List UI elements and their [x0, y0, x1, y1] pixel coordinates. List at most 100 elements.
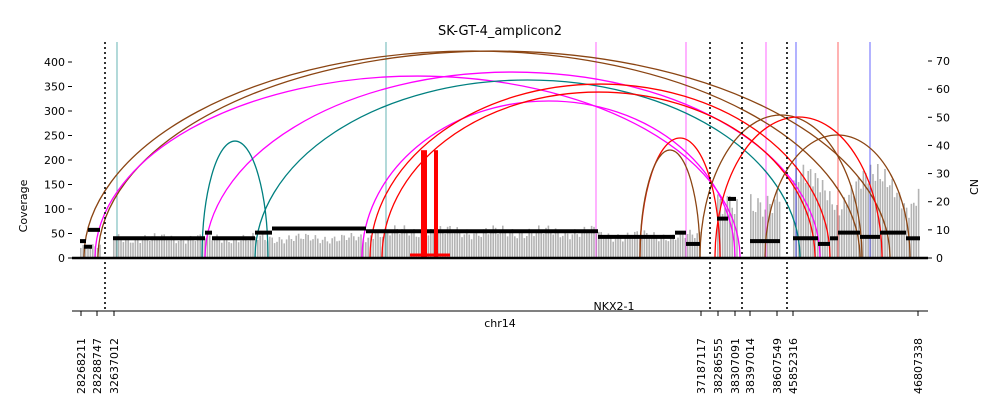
coverage-bar: [721, 213, 724, 258]
coverage-bar: [821, 180, 824, 258]
coverage-bar: [629, 237, 631, 258]
coverage-bar: [454, 233, 456, 258]
coverage-bar: [249, 236, 252, 258]
coverage-bar: [636, 231, 638, 258]
coverage-bar: [348, 237, 350, 258]
x-tick-label: 38607549: [771, 338, 784, 394]
coverage-bar: [533, 236, 535, 258]
coverage-bar: [209, 235, 211, 258]
coverage-bar: [819, 192, 821, 258]
coverage-bar: [674, 239, 677, 258]
coverage-bar: [182, 240, 185, 258]
coverage-bar: [569, 239, 571, 258]
coverage-bar: [413, 229, 415, 258]
coverage-bar: [271, 237, 273, 258]
coverage-bar: [290, 239, 293, 258]
coverage-bar: [694, 238, 696, 258]
coverage-bar: [314, 235, 317, 258]
coverage-bar: [307, 234, 309, 258]
coverage-bar: [677, 237, 679, 258]
coverage-bar: [192, 240, 194, 258]
sv-arc: [381, 91, 816, 259]
coverage-bar: [285, 239, 288, 258]
sv-arc: [699, 114, 863, 259]
coverage-bar: [223, 238, 225, 258]
coverage-bar: [293, 240, 295, 258]
coverage-bar: [125, 237, 127, 258]
coverage-bar: [444, 233, 446, 258]
x-tick-label: 28268211: [75, 338, 88, 394]
coverage-bar: [750, 194, 752, 258]
coverage-bar: [206, 233, 209, 258]
coverage-bar: [326, 241, 329, 258]
coverage-bar: [99, 244, 101, 258]
coverage-bar: [221, 242, 223, 258]
coverage-bar: [836, 205, 838, 258]
x-tick-label: 38397014: [744, 338, 757, 394]
coverage-bar: [122, 242, 125, 258]
coverage-bar: [574, 229, 576, 258]
coverage-bar: [521, 231, 523, 258]
coverage-bar: [331, 238, 333, 258]
coverage-bar: [168, 240, 170, 258]
coverage-bar: [802, 164, 805, 258]
coverage-bar: [526, 236, 528, 258]
coverage-bar: [350, 232, 353, 258]
coverage-bar: [764, 209, 766, 258]
coverage-bar: [853, 196, 855, 258]
sv-arc: [369, 83, 831, 259]
coverage-bar: [480, 236, 482, 258]
coverage-bar: [634, 231, 636, 258]
coverage-bar: [391, 232, 394, 258]
coverage-bar: [612, 241, 614, 258]
coverage-bar: [910, 203, 913, 258]
coverage-bar: [865, 173, 867, 258]
coverage-bar: [144, 235, 146, 258]
coverage-bar: [180, 236, 182, 258]
coverage-bar: [199, 234, 201, 258]
sv-arc: [639, 149, 701, 259]
coverage-bar: [312, 239, 314, 258]
coverage-bar: [461, 237, 463, 258]
coverage-bar: [218, 238, 221, 258]
coverage-bar: [646, 233, 648, 258]
coverage-bar: [466, 229, 468, 258]
coverage-bar: [514, 236, 516, 258]
coverage-bar: [158, 239, 161, 258]
coverage-bar: [305, 233, 307, 258]
left-tick-label: 0: [58, 252, 65, 265]
coverage-bar: [726, 195, 729, 258]
coverage-bar: [833, 209, 836, 258]
coverage-bar: [259, 235, 261, 258]
coverage-bar: [132, 242, 134, 258]
coverage-bar: [141, 240, 144, 258]
coverage-bar: [473, 233, 475, 258]
coverage-bar: [672, 234, 674, 258]
coverage-bar: [502, 225, 504, 258]
coverage-bar: [884, 168, 886, 258]
coverage-bar: [242, 234, 245, 258]
coverage-bar: [679, 231, 682, 258]
left-y-axis: 0 50 100 150 200 250 300 350 400: [44, 56, 72, 265]
coverage-bar: [468, 234, 470, 258]
coverage-bar: [237, 242, 240, 258]
coverage-bar: [82, 244, 84, 258]
coverage-bar: [898, 192, 901, 258]
coverage-bar: [559, 237, 562, 258]
coverage-bar: [490, 232, 492, 258]
coverage-bar: [216, 234, 218, 258]
breakpoint-dotted-lines: [104, 42, 788, 311]
coverage-bar: [149, 240, 151, 258]
coverage-bar: [838, 215, 841, 258]
coverage-bar: [769, 203, 771, 258]
coverage-bar: [406, 231, 408, 258]
coverage-bar: [163, 234, 165, 258]
coverage-bar: [757, 198, 759, 258]
coverage-bar: [482, 229, 485, 258]
coverage-bar: [576, 234, 578, 258]
coverage-bar: [470, 239, 473, 258]
coverage-bar: [860, 188, 862, 258]
coverage-bar: [175, 243, 177, 258]
coverage-bar: [631, 238, 634, 258]
